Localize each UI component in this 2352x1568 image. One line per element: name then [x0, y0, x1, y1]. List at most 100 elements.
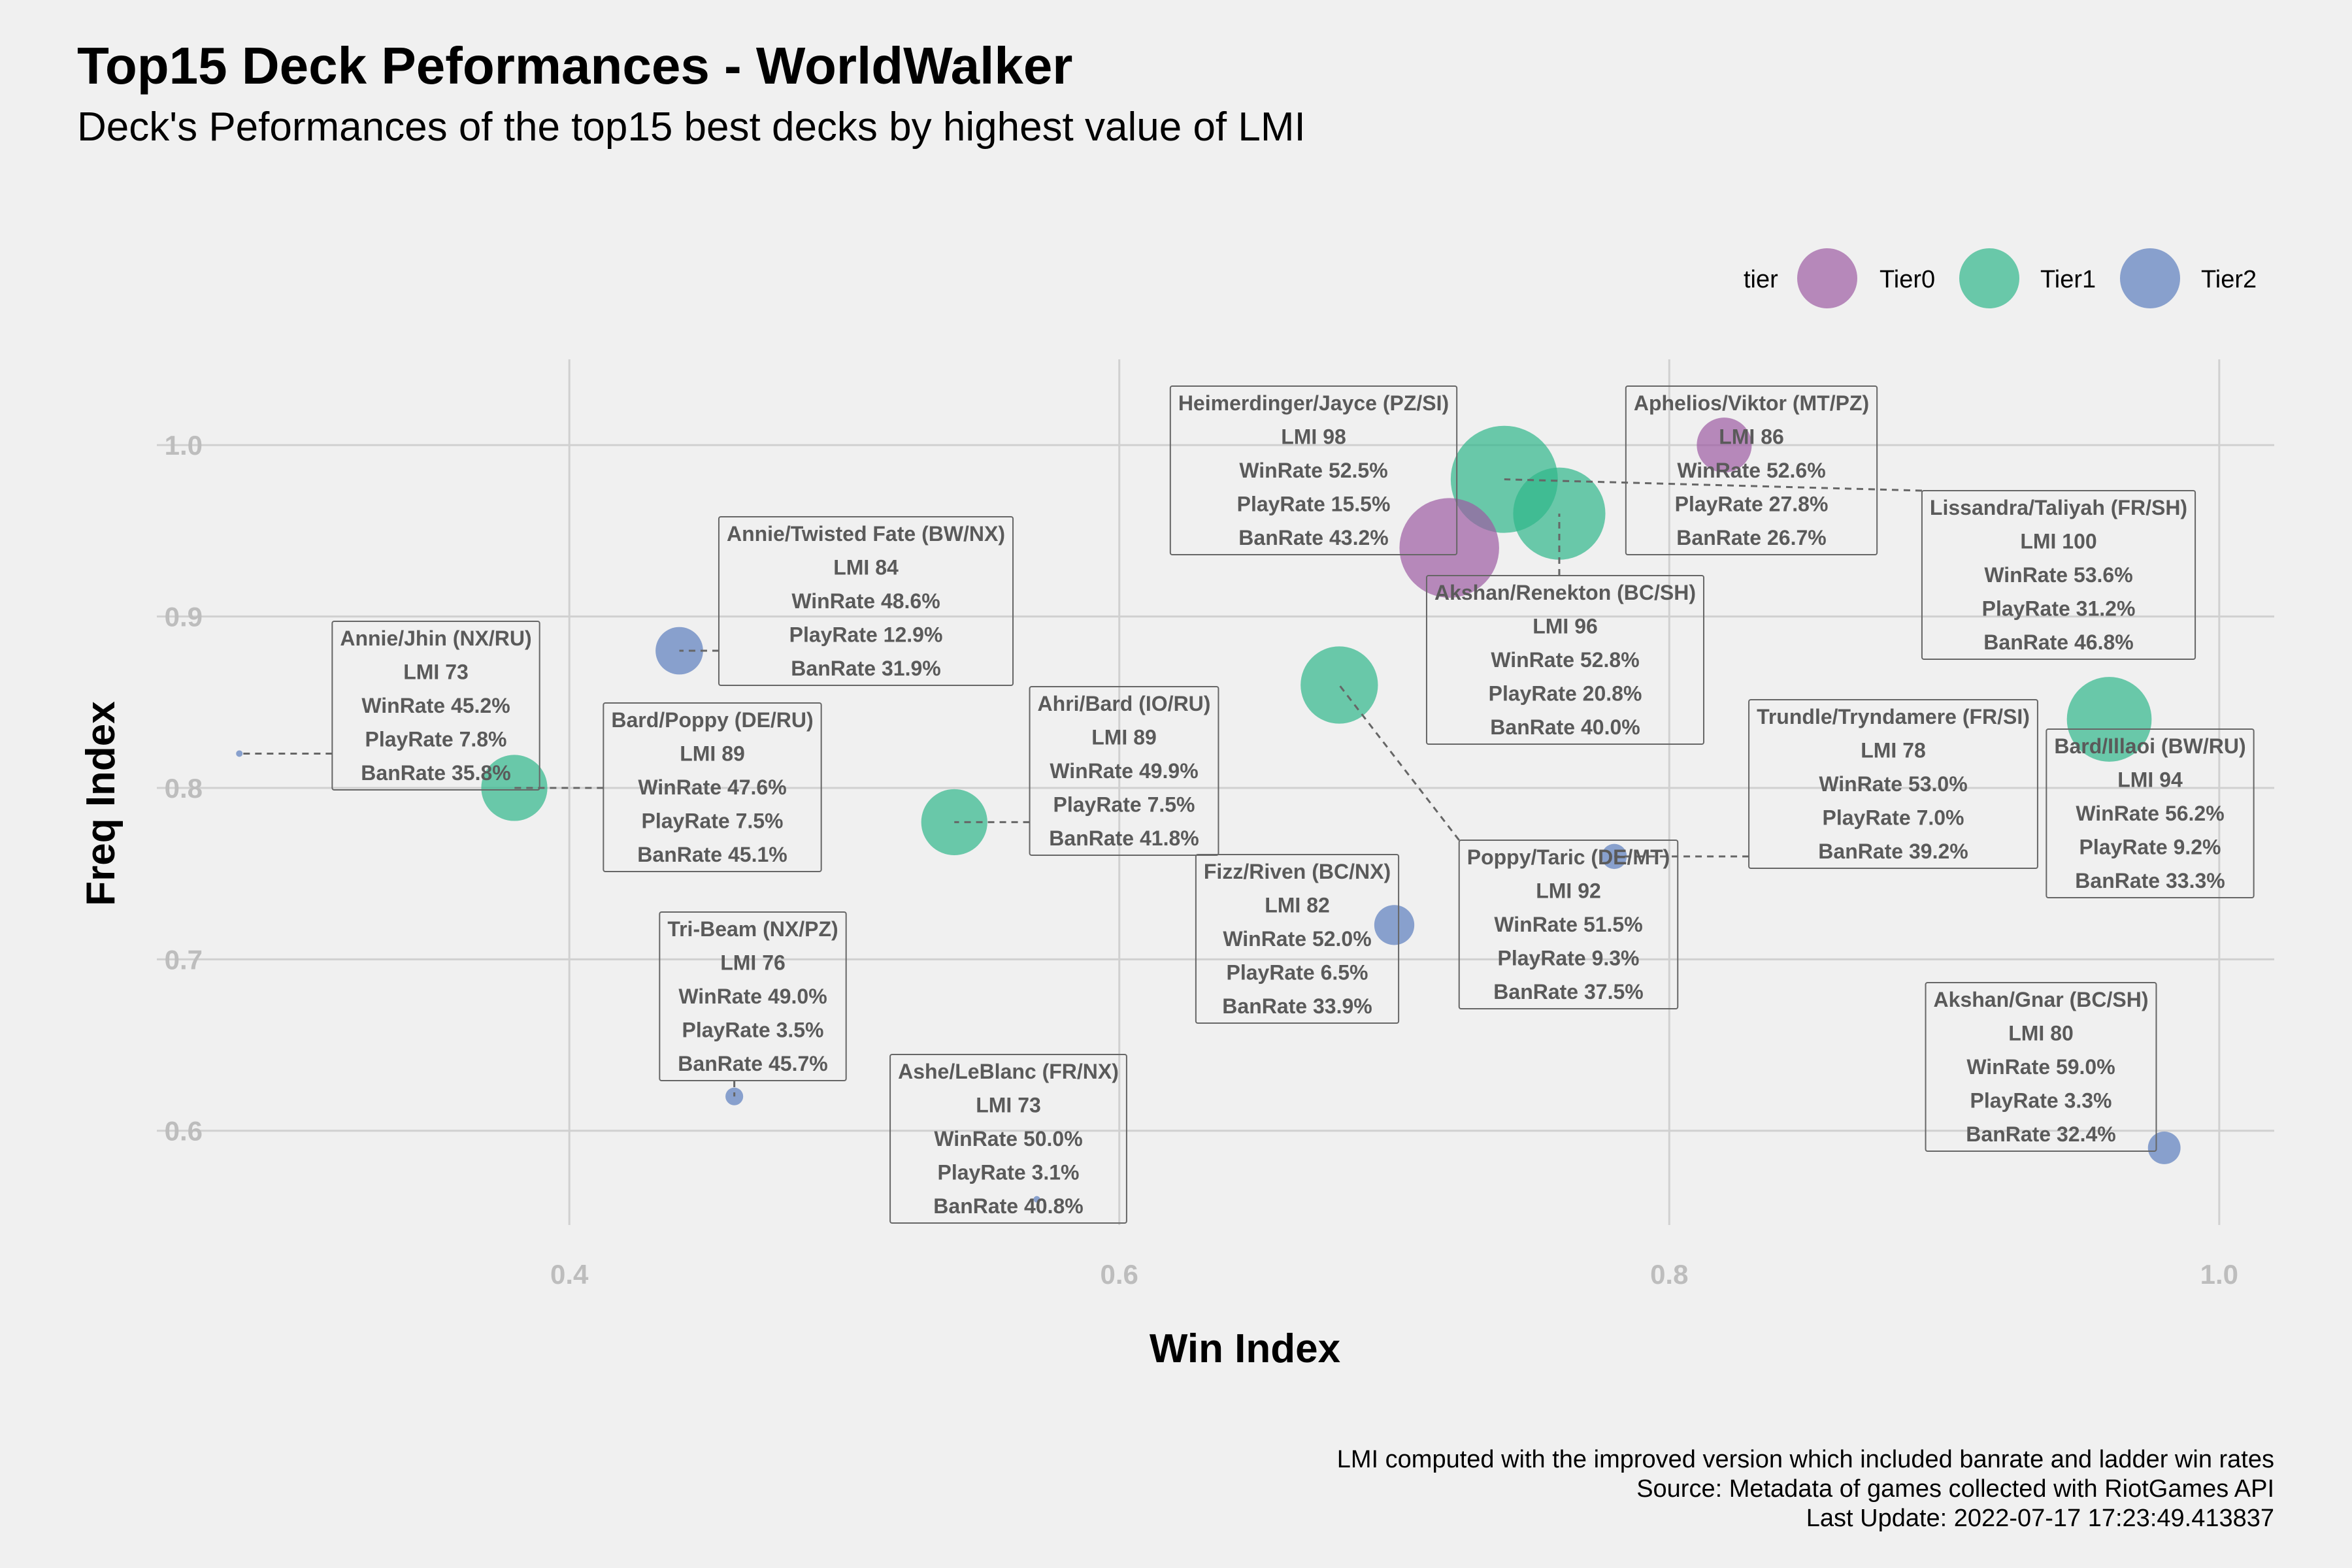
data-label-box [331, 621, 540, 791]
data-label-line: PlayRate 9.3% [1497, 947, 1639, 970]
data-label-line: Lissandra/Taliyah (FR/SH) [1930, 496, 2187, 519]
data-label-line: PlayRate 7.5% [641, 809, 783, 833]
data-label-line: LMI 84 [833, 556, 899, 580]
data-label-box [659, 911, 847, 1081]
x-axis-title: Win Index [1150, 1326, 1341, 1371]
data-label-line: LMI 100 [2020, 530, 2096, 553]
data-label-line: BanRate 31.9% [791, 657, 940, 680]
data-label-line: LMI 76 [720, 951, 786, 975]
data-label-box [1921, 490, 2196, 660]
data-label-line: PlayRate 15.5% [1237, 493, 1391, 516]
data-label-line: BanRate 37.5% [1493, 980, 1643, 1004]
data-label-line: PlayRate 3.5% [682, 1019, 823, 1042]
x-tick-label: 1.0 [2200, 1259, 2238, 1290]
legend: tier Tier0 Tier1 Tier2 [1744, 248, 2257, 308]
data-label-line: PlayRate 7.8% [365, 728, 506, 751]
data-point [481, 755, 548, 821]
data-label-line: WinRate 53.0% [1819, 772, 1967, 796]
legend-key-tier0 [1797, 248, 1857, 308]
data-label-line: BanRate 32.4% [1966, 1122, 2115, 1146]
data-label-line: Ashe/LeBlanc (FR/NX) [898, 1060, 1119, 1083]
data-label: Ashe/LeBlanc (FR/NX) LMI 73 WinRate 50.0% P… [889, 1054, 1127, 1224]
data-point [2147, 1131, 2181, 1164]
data-label-line: LMI 73 [403, 661, 469, 684]
data-label-box [2046, 728, 2255, 898]
data-label-line: WinRate 53.6% [1984, 563, 2132, 587]
data-label-line: WinRate 52.8% [1491, 648, 1639, 672]
label-connectors [239, 478, 1922, 1097]
data-label-line: LMI 89 [680, 742, 745, 766]
data-label: Bard/Poppy (DE/RU) LMI 89 WinRate 47.6% Pla… [603, 702, 822, 872]
data-label-line: PlayRate 20.8% [1489, 682, 1642, 706]
data-label: Aphelios/Viktor (MT/PZ) LMI 86 WinRate 52.… [1625, 385, 1878, 555]
data-label-box [603, 702, 822, 872]
data-label-line: Fizz/Riven (BC/NX) [1204, 860, 1391, 883]
legend-label-tier0: Tier0 [1880, 266, 1935, 293]
data-label-line: PlayRate 9.2% [2079, 836, 2221, 859]
chart-subtitle: Deck's Peformances of the top15 best dec… [77, 105, 1306, 150]
data-label-box [1458, 840, 1679, 1009]
data-label: Annie/Twisted Fate (BW/NX) LMI 84 WinRate … [718, 516, 1014, 686]
data-label-line: BanRate 33.9% [1222, 994, 1372, 1018]
data-label-line: Bard/Illaoi (BW/RU) [2054, 734, 2245, 758]
data-label-line: PlayRate 31.2% [1982, 597, 2136, 621]
data-label-line: LMI 78 [1861, 739, 1926, 762]
data-label-line: Poppy/Taric (DE/MT) [1467, 845, 1670, 869]
data-label-box [1195, 854, 1400, 1024]
data-label-box [1425, 575, 1705, 745]
legend-key-tier1 [1959, 248, 2019, 308]
data-label-box [1029, 686, 1219, 856]
data-label-line: BanRate 26.7% [1676, 526, 1826, 549]
legend-label-tier1: Tier1 [2040, 266, 2096, 293]
data-label-line: Heimerdinger/Jayce (PZ/SI) [1178, 391, 1449, 415]
data-label-box [889, 1054, 1127, 1224]
legend-key-tier2 [2120, 248, 2180, 308]
label-connector [1338, 684, 1460, 841]
data-label: Poppy/Taric (DE/MT) LMI 92 WinRate 51.5% Pl… [1458, 840, 1679, 1009]
y-axis-title: Freq Index [78, 701, 124, 906]
x-tick-label: 0.8 [1650, 1259, 1688, 1290]
data-label-box [1748, 699, 2038, 869]
data-label-line: WinRate 59.0% [1966, 1055, 2115, 1079]
data-point [1033, 1196, 1040, 1203]
data-point [1300, 646, 1378, 724]
data-label-line: WinRate 49.0% [678, 985, 827, 1008]
data-label-line: Akshan/Gnar (BC/SH) [1934, 988, 2149, 1011]
data-label-line: Tri-Beam (NX/PZ) [667, 917, 838, 941]
data-point [236, 750, 243, 757]
caption-line-3: Last Update: 2022-07-17 17:23:49.413837 [1806, 1505, 2274, 1532]
data-label-box [1925, 982, 2157, 1152]
data-label-line: PlayRate 7.5% [1053, 793, 1195, 817]
data-label-line: BanRate 45.7% [678, 1052, 827, 1075]
x-tick-label: 0.4 [550, 1259, 589, 1290]
data-label-line: LMI 98 [1281, 425, 1346, 449]
data-label-line: Aphelios/Viktor (MT/PZ) [1634, 391, 1869, 415]
data-point [1399, 498, 1499, 598]
y-tick-label: 0.9 [165, 602, 203, 632]
data-label-line: WinRate 45.2% [361, 694, 510, 717]
y-tick-label: 1.0 [165, 430, 203, 461]
data-label: Akshan/Renekton (BC/SH) LMI 96 WinRate 52.… [1425, 575, 1705, 745]
data-label: Ahri/Bard (IO/RU) LMI 89 WinRate 49.9% Play… [1029, 686, 1219, 856]
data-label: Annie/Jhin (NX/RU) LMI 73 WinRate 45.2% Pla… [331, 621, 540, 791]
data-label-line: WinRate 48.6% [791, 589, 940, 613]
data-label-line: WinRate 49.9% [1050, 759, 1198, 783]
data-label-box [718, 516, 1014, 686]
caption: LMI computed with the improved version w… [1337, 1446, 2274, 1532]
data-label-line: PlayRate 7.0% [1822, 806, 1964, 830]
data-label-line: LMI 89 [1091, 726, 1157, 749]
data-label-line: BanRate 41.8% [1049, 826, 1199, 850]
data-label-line: BanRate 33.3% [2075, 869, 2225, 892]
data-label-line: LMI 86 [1719, 425, 1784, 449]
data-points [236, 417, 2181, 1203]
data-label-line: BanRate 40.8% [933, 1194, 1083, 1218]
data-label-line: WinRate 56.2% [2076, 802, 2224, 825]
data-label-line: BanRate 45.1% [637, 843, 787, 866]
data-label-line: BanRate 39.2% [1818, 840, 1968, 863]
data-label-line: BanRate 35.8% [361, 761, 510, 785]
y-tick-label: 0.7 [165, 944, 203, 975]
data-label-line: BanRate 40.0% [1490, 715, 1640, 739]
x-tick-label: 0.6 [1101, 1259, 1138, 1290]
data-point [1374, 905, 1415, 945]
data-label: Fizz/Riven (BC/NX) LMI 82 WinRate 52.0% Pla… [1195, 854, 1400, 1024]
